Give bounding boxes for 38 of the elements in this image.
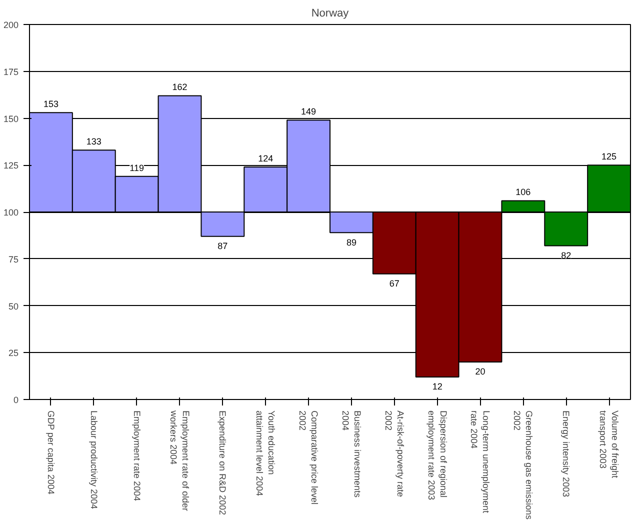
data-label: 12 [432,382,442,392]
y-tick-label: 200 [3,20,19,30]
data-label: 162 [172,82,188,92]
x-tick-label: Expenditure on R&D 2002 [218,410,228,516]
x-tick-label: Employment rate of older workers 2004 [168,410,191,512]
y-tick-label: 0 [13,395,19,405]
data-label: 20 [475,366,486,377]
data-label: 87 [218,241,228,251]
x-tick-label: At-risk-of-poverty rate 2002 [383,410,406,498]
x-tick-label: Employment rate 2004 [132,410,142,502]
data-label: 89 [346,237,356,248]
data-label: 125 [602,152,617,162]
data-label: 149 [301,106,316,116]
data-label: 119 [130,162,144,173]
data-label: 67 [389,278,400,288]
x-tick-label: Long-term unemployment rate 2004 [469,410,492,514]
y-tick-label: 50 [8,301,19,312]
y-tick-label: 25 [8,348,19,358]
y-tick-label: 150 [3,114,19,124]
x-tick-label: Energy intensity 2003 [561,410,572,498]
x-tick-label: Dispersion of regional employment rate 2003 [426,410,448,500]
data-label: 124 [258,153,274,164]
y-tick-label: 75 [8,254,19,264]
chart-title: Norway [311,8,350,20]
x-tick-label: Volume of freight transport 2003 [598,410,620,479]
y-tick-label: 175 [3,66,19,77]
y-tick-label: 125 [3,160,19,171]
data-label: 153 [43,99,58,109]
x-tick-label: Comparative price level 2002 [298,410,320,505]
x-tick-label: GDP per capita 2004 [46,410,56,494]
x-tick-label: Labour productivity 2004 [88,410,99,510]
y-tick-label: 100 [3,208,19,218]
data-label: 133 [86,136,102,146]
x-tick-label: Greenhouse gas emissions 2002 [512,410,534,520]
x-tick-label: Youth education attainment level 2004 [254,410,277,496]
data-label: 82 [561,250,572,260]
data-label: 106 [516,187,531,198]
x-tick-label: Business investments 2004 [340,410,362,498]
